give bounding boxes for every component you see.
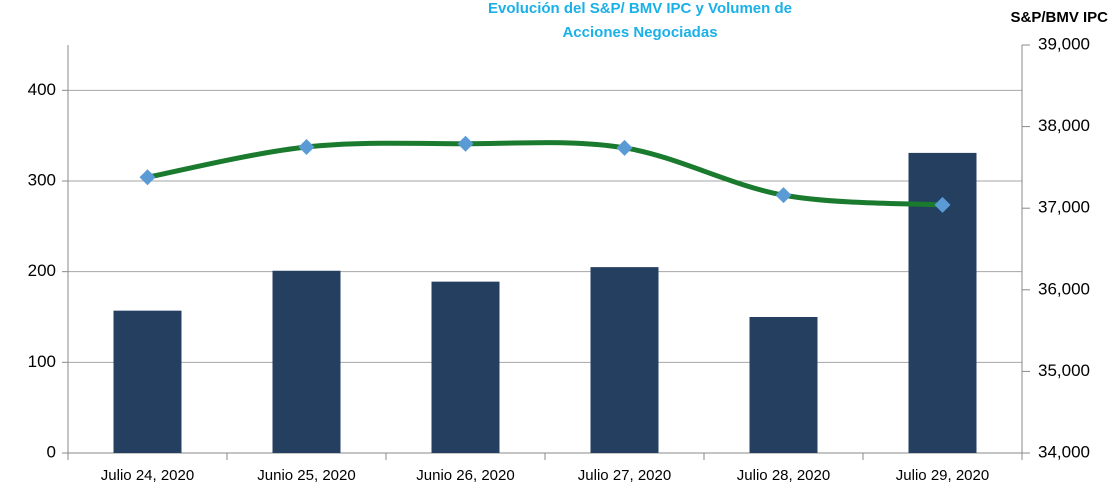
y-tick-label: 200 [28,261,56,280]
x-tick-label: Junio 26, 2020 [416,467,514,484]
bar [272,270,341,453]
marker [934,196,951,213]
y-tick-label: 0 [47,442,56,461]
y2-tick-label: 34,000 [1038,442,1090,461]
bar [749,317,818,453]
bar [431,281,500,453]
x-tick-label: Julio 24, 2020 [101,467,194,484]
y2-tick-label: 36,000 [1038,279,1090,298]
y2-tick-label: 37,000 [1038,198,1090,217]
x-tick-label: Junio 25, 2020 [257,467,355,484]
y2-tick-label: 39,000 [1038,34,1090,53]
y2-axis-label: S&P/BMV IPC [1010,9,1108,26]
chart-title: Acciones Negociadas [562,24,717,41]
bar [590,267,659,453]
y-tick-label: 400 [28,80,56,99]
marker [457,135,474,152]
x-tick-label: Julio 28, 2020 [737,467,830,484]
x-tick-label: Julio 29, 2020 [896,467,989,484]
marker [775,187,792,204]
chart-title: Evolución del S&P/ BMV IPC y Volumen de [488,0,792,17]
marker [139,169,156,186]
line [147,140,943,208]
y-tick-label: 300 [28,170,56,189]
y2-tick-label: 35,000 [1038,361,1090,380]
y2-tick-label: 38,000 [1038,116,1090,135]
marker [616,139,633,156]
y-tick-label: 100 [28,352,56,371]
bar [113,310,182,453]
marker [298,139,315,155]
x-tick-label: Julio 27, 2020 [578,467,671,484]
